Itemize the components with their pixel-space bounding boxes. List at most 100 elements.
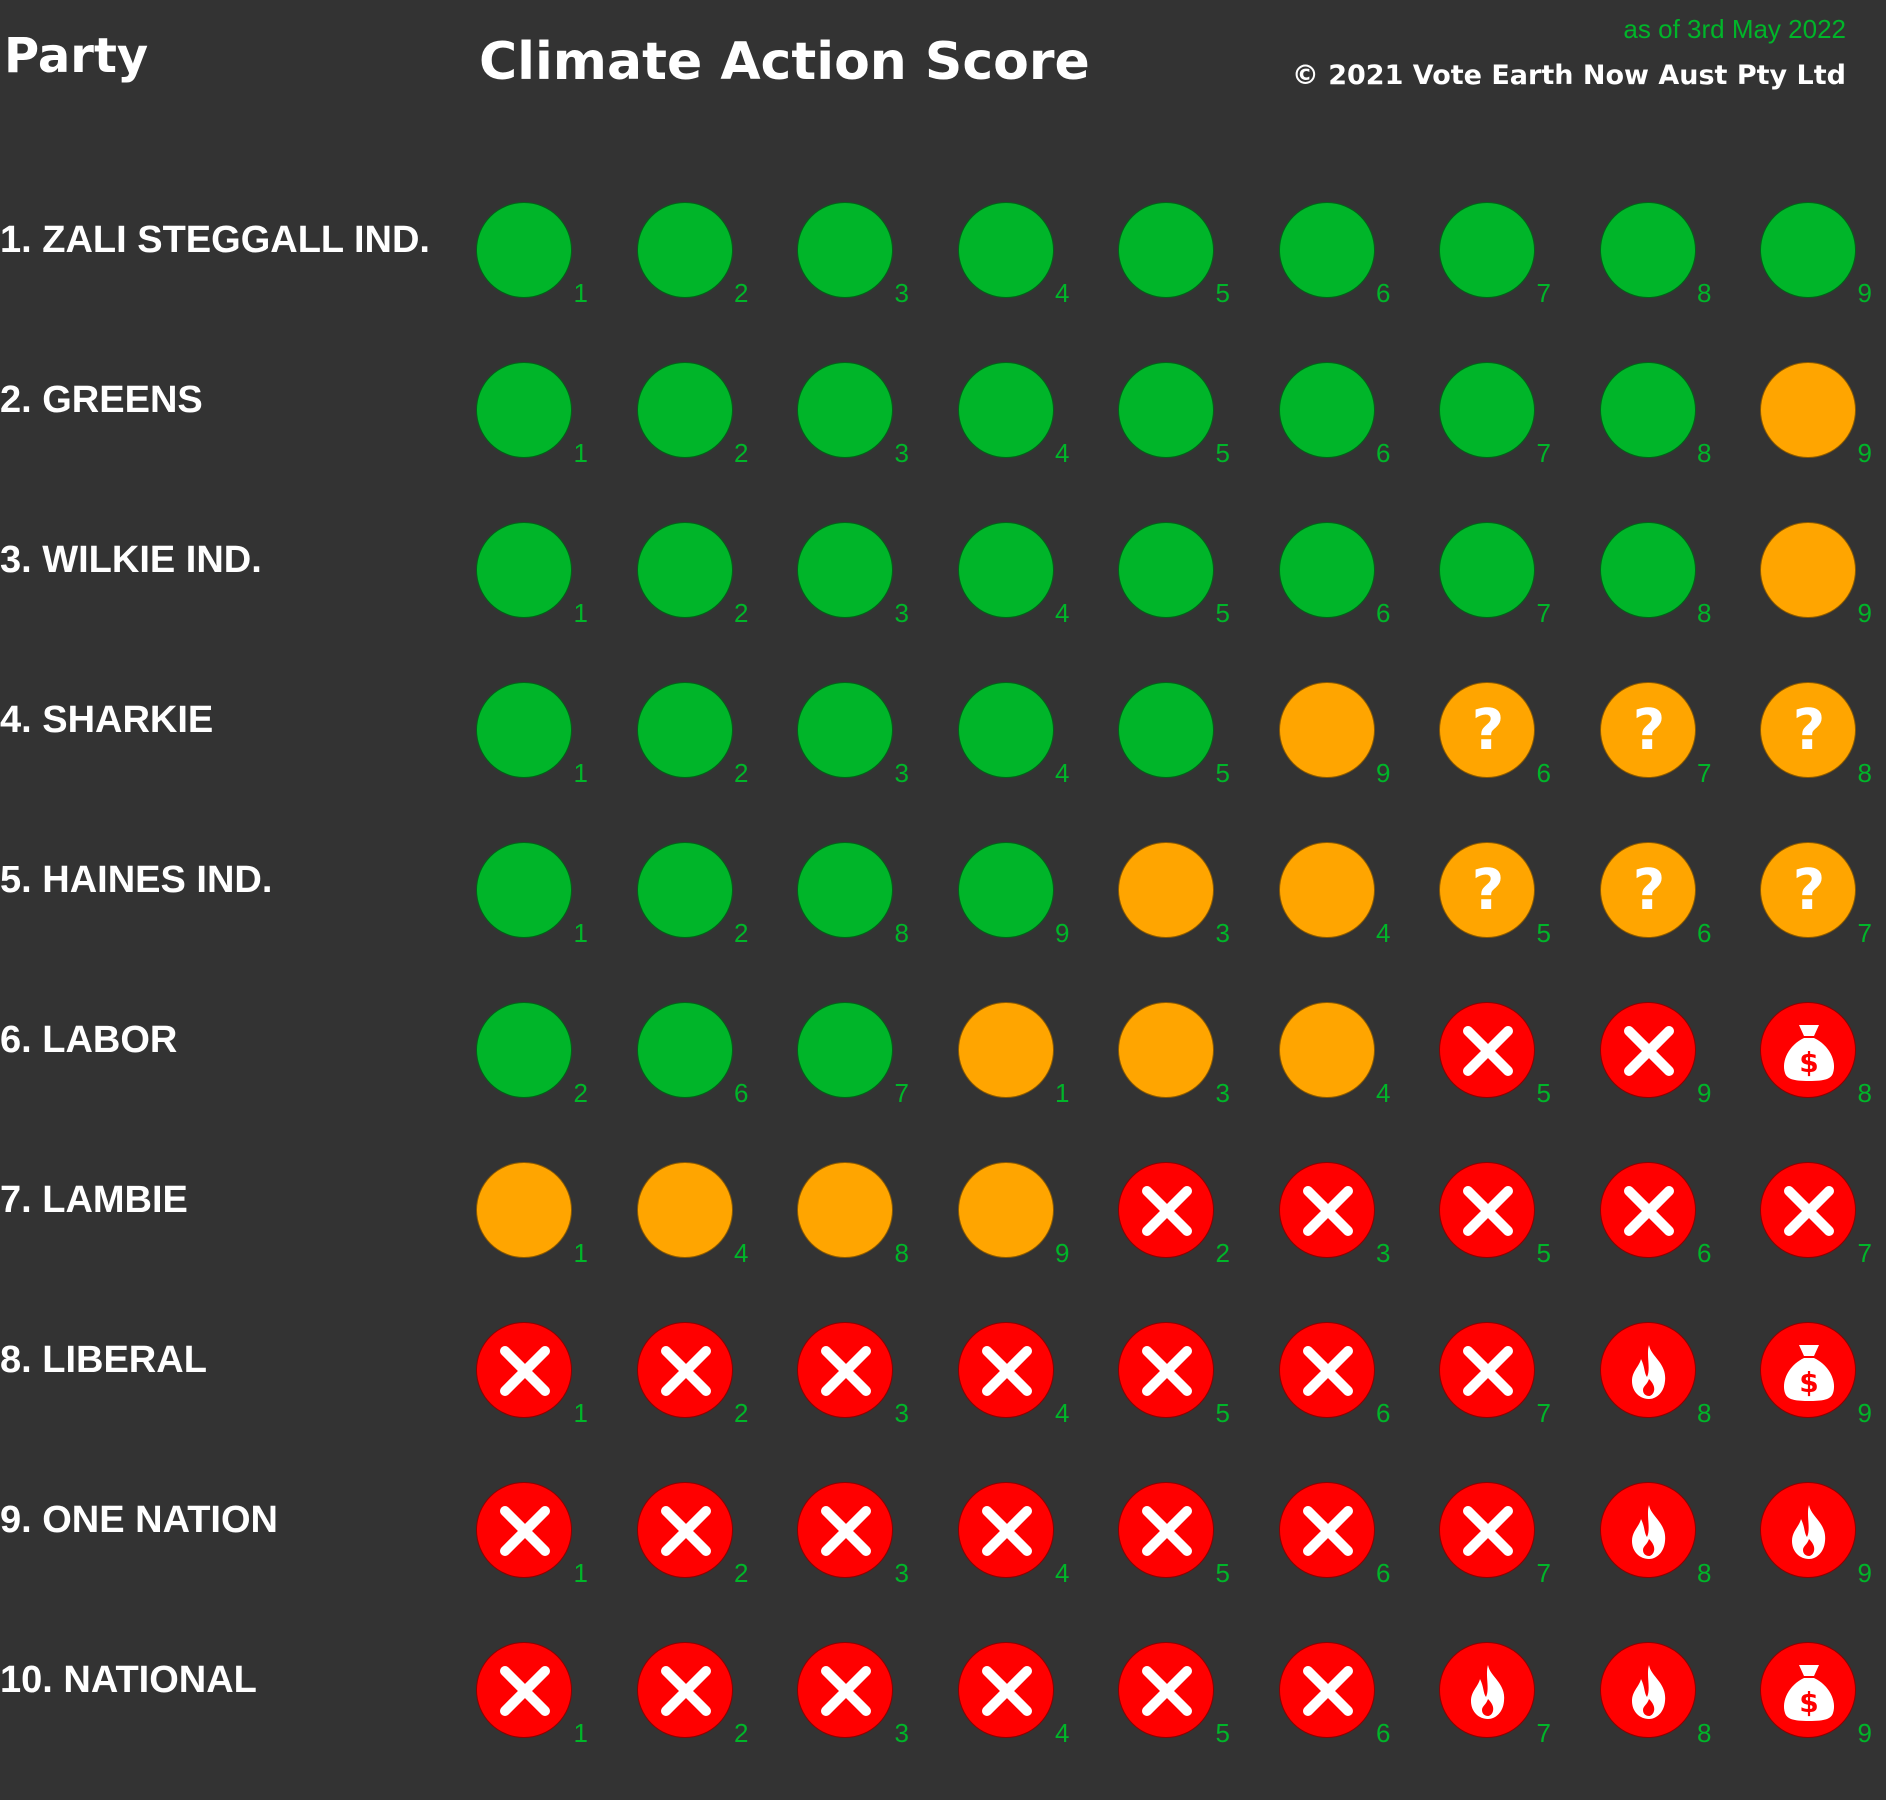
party-name: 3. WILKIE IND. [0,539,262,581]
green-circle [797,522,893,618]
score-cell: 6 [636,1002,749,1112]
policy-number: 1 [573,1398,588,1428]
policy-number: 4 [1376,1078,1391,1108]
policy-number: 9 [1055,1238,1070,1268]
red-x-icon [636,1482,733,1578]
svg-text:?: ? [1793,698,1825,763]
score-cell: 2 [1118,1162,1230,1272]
policy-number: 5 [1536,918,1551,948]
score-cell: 3 [797,362,909,472]
score-cell: 4 [957,1482,1070,1592]
green-circle [1118,202,1214,298]
copyright-notice: © 2021 Vote Earth Now Aust Pty Ltd [1291,60,1846,91]
score-cell: 4 [957,682,1070,792]
score-cell: 5 [1118,1482,1230,1592]
policy-number: 9 [1857,438,1872,468]
red-x-icon [1278,1162,1375,1258]
green-circle [1278,202,1375,298]
party-row: 10. NATIONAL 1 2 3 4 5 6 7 8 $9 [0,1640,1886,1800]
policy-number: 7 [1536,598,1551,628]
score-cell: 5 [1118,1322,1230,1432]
policy-number: 9 [1376,758,1391,788]
policy-number: 7 [1536,1558,1551,1588]
green-circle [957,362,1054,458]
orange-circle [1118,842,1214,938]
score-cell: 3 [797,202,909,312]
policy-number: 7 [1536,1398,1551,1428]
score-cell: 9 [957,842,1070,952]
green-circle [476,362,572,458]
score-cell: 8 [1599,1322,1712,1432]
red-x-icon [797,1642,893,1738]
score-cell: 6 [1278,202,1391,312]
party-row: 1. ZALI STEGGALL IND. 1 2 3 4 5 6 7 8 9 [0,200,1886,360]
score-cell: 2 [476,1002,588,1112]
policy-number: 7 [894,1078,909,1108]
red-fire-icon [1599,1642,1696,1738]
score-cell: 5 [1118,682,1230,792]
green-circle [476,1002,572,1098]
policy-number: 4 [734,1238,749,1268]
party-row: 7. LAMBIE 1 4 8 9 2 3 5 6 7 [0,1160,1886,1320]
policy-number: 5 [1536,1078,1551,1108]
orange-circle [1760,522,1856,618]
policy-number: 5 [1215,1558,1230,1588]
red-fire-icon [1760,1482,1856,1578]
policy-number: 4 [1055,1558,1070,1588]
policy-number: 5 [1215,598,1230,628]
green-circle [1118,522,1214,618]
green-circle [636,1002,733,1098]
policy-number: 9 [1055,918,1070,948]
score-cell: 7 [797,1002,909,1112]
score-cell: 1 [476,202,588,312]
policy-number: 4 [1055,598,1070,628]
svg-text:?: ? [1472,858,1504,923]
party-name: 5. HAINES IND. [0,859,273,901]
policy-number: 2 [734,1398,749,1428]
policy-number: 6 [1376,438,1391,468]
policy-number: 4 [1055,1398,1070,1428]
party-row: 9. ONE NATION 1 2 3 4 5 6 7 8 9 [0,1480,1886,1640]
red-x-icon [636,1642,733,1738]
policy-number: 3 [894,758,909,788]
policy-number: 3 [894,1718,909,1748]
red-x-icon [476,1642,572,1738]
red-money-bag-icon: $ [1760,1322,1856,1418]
green-circle [1439,202,1535,298]
red-fire-icon [1439,1642,1535,1738]
orange-circle [1760,362,1856,458]
policy-number: 6 [1376,598,1391,628]
score-cell: 7 [1439,202,1551,312]
green-circle [957,522,1054,618]
party-name: 10. NATIONAL [0,1659,257,1701]
policy-number: 5 [1536,1238,1551,1268]
svg-text:$: $ [1799,1366,1818,1399]
score-cell: 1 [476,1642,588,1752]
policy-number: 5 [1215,1398,1230,1428]
score-cell: 8 [1599,1482,1712,1592]
green-circle [797,202,893,298]
policy-number: 6 [1697,918,1712,948]
party-name: 6. LABOR [0,1019,178,1061]
score-cell: 1 [476,842,588,952]
score-cell: $9 [1760,1322,1872,1432]
green-circle [797,682,893,778]
score-cell: 9 [1760,522,1872,632]
policy-number: 9 [1857,1398,1872,1428]
red-x-icon [476,1322,572,1418]
score-cell: 5 [1118,1642,1230,1752]
party-row: 6. LABOR 2 6 7 1 3 4 5 9 $8 [0,1000,1886,1160]
policy-number: 7 [1536,438,1551,468]
score-cell: 3 [797,1322,909,1432]
party-row: 8. LIBERAL 1 2 3 4 5 6 7 8 $9 [0,1320,1886,1480]
policy-number: 8 [1697,278,1712,308]
red-fire-icon [1599,1322,1696,1418]
score-cell: 7 [1439,1322,1551,1432]
green-circle [1760,202,1856,298]
orange-circle [797,1162,893,1258]
policy-number: 2 [734,918,749,948]
red-x-icon [476,1482,572,1578]
red-x-icon [1118,1162,1214,1258]
policy-number: 6 [1536,758,1551,788]
score-cell: 2 [636,1482,749,1592]
